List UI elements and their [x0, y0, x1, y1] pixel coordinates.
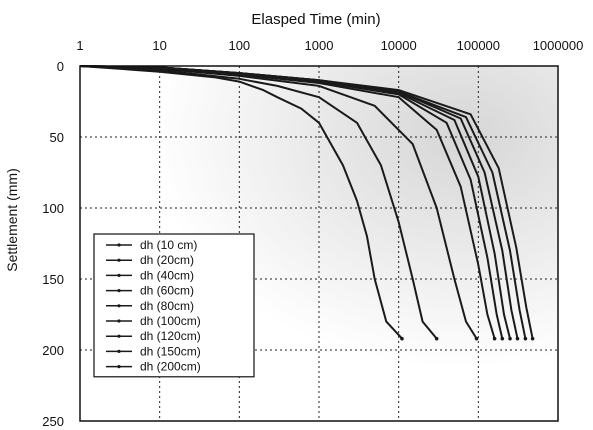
legend-marker — [117, 304, 121, 308]
y-tick-label: 200 — [42, 343, 64, 358]
series-line — [79, 65, 504, 339]
y-tick-labels: 0 50 100 150 200 250 — [42, 59, 64, 429]
plot-frame — [79, 65, 559, 422]
legend-marker — [117, 365, 121, 369]
legend-label: dh (60cm) — [140, 284, 194, 298]
legend-marker — [117, 258, 121, 262]
x-tick-label: 1 — [76, 38, 83, 53]
series-end-point — [530, 336, 535, 341]
x-tick-labels: 1 10 100 1000 10000 100000 1000000 — [76, 38, 583, 53]
series-line — [79, 65, 438, 340]
series-line — [79, 65, 534, 339]
x-tick-label: 100 — [228, 38, 250, 53]
legend-label: dh (100cm) — [140, 314, 201, 328]
x-tick-label: 100000 — [457, 38, 500, 53]
legend-label: dh (10 cm) — [140, 238, 197, 252]
legend-label: dh (40cm) — [140, 268, 194, 282]
series-end-point — [492, 336, 497, 341]
legend-label: dh (120cm) — [140, 329, 201, 343]
y-tick-label: 100 — [42, 201, 64, 216]
series-line — [79, 65, 403, 340]
legend-marker — [117, 349, 121, 353]
legend-label: dh (20cm) — [140, 253, 194, 267]
legend-marker — [117, 273, 121, 277]
x-axis-title: Elasped Time (min) — [251, 11, 380, 28]
y-tick-label: 0 — [57, 59, 64, 74]
x-tick-label: 1000 — [305, 38, 334, 53]
legend-marker — [117, 319, 121, 323]
series-end-point — [434, 336, 439, 341]
legend-label: dh (150cm) — [140, 344, 201, 358]
series-layer — [79, 65, 535, 341]
legend-marker — [117, 334, 121, 338]
series-end-point — [400, 336, 404, 341]
x-tick-label: 10000 — [381, 38, 417, 53]
legend-label: dh (200cm) — [140, 360, 201, 374]
x-tick-label: 10 — [152, 38, 166, 53]
y-tick-label: 50 — [50, 130, 64, 145]
series-end-point — [523, 336, 528, 341]
y-tick-label: 250 — [42, 414, 64, 429]
legend: dh (10 cm)dh (20cm)dh (40cm)dh (60cm)dh … — [93, 233, 255, 378]
y-tick-label: 150 — [42, 272, 64, 287]
legend-marker — [117, 243, 121, 247]
series-end-point — [500, 336, 505, 341]
legend-label: dh (80cm) — [140, 299, 194, 313]
legend-marker — [117, 289, 121, 293]
y-axis-title: Settlement (mm) — [4, 168, 20, 271]
series-end-point — [508, 336, 512, 341]
series-end-point — [474, 336, 479, 341]
x-tick-label: 1000000 — [533, 38, 584, 53]
series-end-point — [515, 336, 520, 341]
